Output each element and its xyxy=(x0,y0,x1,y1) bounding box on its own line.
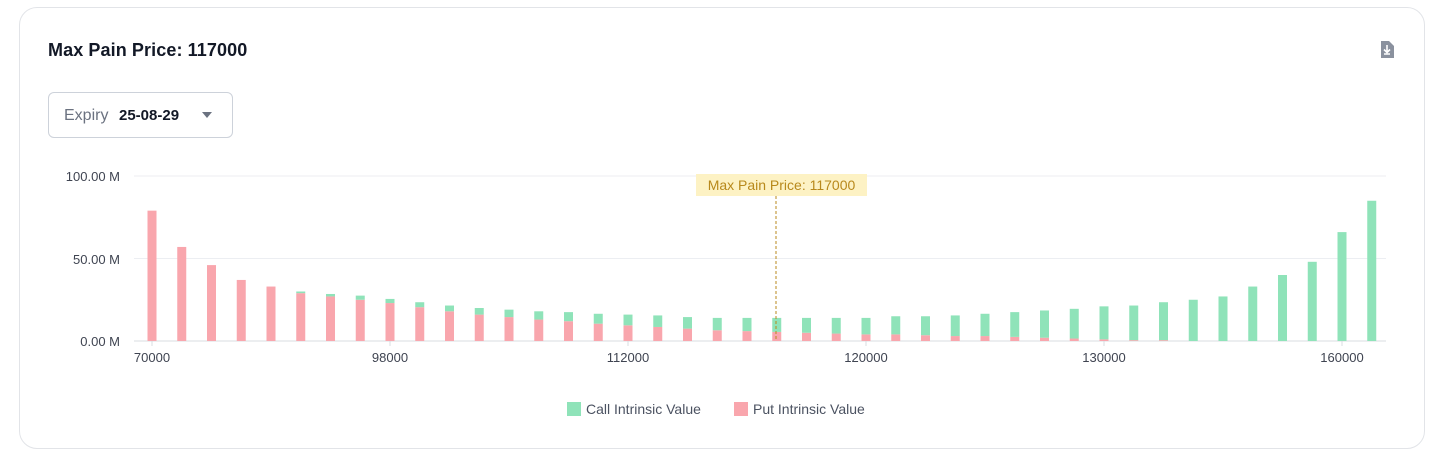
put-bar[interactable] xyxy=(653,326,663,341)
bars-group xyxy=(147,200,1377,341)
put-bar[interactable] xyxy=(1010,336,1020,341)
call-bar[interactable] xyxy=(385,298,395,304)
x-tick-label: 120000 xyxy=(844,350,887,365)
call-bar[interactable] xyxy=(742,317,752,332)
put-bar[interactable] xyxy=(147,210,157,341)
put-bar[interactable] xyxy=(742,331,752,341)
put-bar[interactable] xyxy=(1129,340,1139,341)
put-bar[interactable] xyxy=(623,325,633,341)
put-bar[interactable] xyxy=(177,246,187,341)
x-ticks-group: 70000 98000 112000 120000 130000 160000 xyxy=(134,341,1364,365)
call-bar[interactable] xyxy=(1040,310,1049,338)
put-bar[interactable] xyxy=(474,314,484,341)
put-bar[interactable] xyxy=(1159,340,1168,341)
legend-call[interactable]: Call Intrinsic Value xyxy=(586,401,701,417)
put-bar[interactable] xyxy=(266,286,276,341)
put-bar[interactable] xyxy=(504,317,514,341)
put-bar[interactable] xyxy=(802,332,811,341)
call-bar[interactable] xyxy=(1278,275,1287,341)
call-bar[interactable] xyxy=(1099,306,1109,340)
put-bar[interactable] xyxy=(950,336,960,341)
put-bar[interactable] xyxy=(415,307,425,341)
call-bar[interactable] xyxy=(980,313,990,337)
call-bar[interactable] xyxy=(474,308,484,315)
call-bar[interactable] xyxy=(1188,299,1198,341)
call-bar[interactable] xyxy=(683,317,692,329)
put-bar[interactable] xyxy=(772,331,782,341)
max-pain-marker-label-bg xyxy=(696,174,867,196)
call-bar[interactable] xyxy=(1307,261,1317,341)
put-bar[interactable] xyxy=(712,330,722,341)
call-bar[interactable] xyxy=(326,293,335,297)
put-bar[interactable] xyxy=(236,279,246,341)
expiry-value: 25-08-29 xyxy=(119,107,180,124)
put-bar[interactable] xyxy=(831,333,841,341)
put-bar[interactable] xyxy=(296,293,306,341)
call-bar[interactable] xyxy=(504,309,514,318)
put-bar[interactable] xyxy=(207,265,216,341)
call-bar[interactable] xyxy=(1010,312,1020,337)
expiry-label: Expiry xyxy=(64,107,109,124)
put-bar[interactable] xyxy=(1069,338,1079,341)
call-bar[interactable] xyxy=(1218,296,1228,341)
call-bar[interactable] xyxy=(712,317,722,331)
put-bar[interactable] xyxy=(564,321,573,341)
call-bar[interactable] xyxy=(772,317,782,332)
call-bar[interactable] xyxy=(1069,308,1079,339)
call-bar[interactable] xyxy=(1248,286,1258,341)
put-bar[interactable] xyxy=(1040,337,1049,341)
call-bar[interactable] xyxy=(593,313,603,324)
put-bar[interactable] xyxy=(683,328,692,341)
call-bar[interactable] xyxy=(623,314,633,326)
call-bar[interactable] xyxy=(950,315,960,337)
y-tick-label: 0.00 M xyxy=(80,334,120,349)
put-bar[interactable] xyxy=(861,334,871,341)
legend-swatch-put xyxy=(734,402,748,416)
call-bar[interactable] xyxy=(534,311,544,320)
put-bar[interactable] xyxy=(445,311,454,341)
call-bar[interactable] xyxy=(891,316,901,335)
x-tick-label: 98000 xyxy=(372,350,408,365)
put-bar[interactable] xyxy=(385,303,395,341)
put-bar[interactable] xyxy=(921,335,930,341)
x-tick-label: 70000 xyxy=(134,350,170,365)
chart-card xyxy=(19,7,1425,449)
call-bar[interactable] xyxy=(1159,302,1168,341)
call-bar[interactable] xyxy=(355,295,365,300)
chevron-down-icon xyxy=(202,112,212,118)
y-tick-label: 100.00 M xyxy=(66,169,120,184)
page-title: Max Pain Price: 117000 xyxy=(48,40,248,60)
call-bar[interactable] xyxy=(802,317,811,333)
call-bar[interactable] xyxy=(861,317,871,335)
download-icon[interactable] xyxy=(1380,41,1394,58)
put-bar[interactable] xyxy=(1099,339,1109,341)
expiry-select[interactable]: Expiry 25-08-29 xyxy=(48,92,233,138)
legend-swatch-call xyxy=(567,402,581,416)
call-bar[interactable] xyxy=(415,302,425,308)
call-bar[interactable] xyxy=(831,317,841,334)
call-bar[interactable] xyxy=(921,316,930,336)
x-tick-label: 130000 xyxy=(1082,350,1125,365)
call-bar[interactable] xyxy=(296,291,306,294)
put-bar[interactable] xyxy=(593,323,603,341)
max-pain-marker-label: Max Pain Price: 117000 xyxy=(708,177,856,193)
x-tick-label: 160000 xyxy=(1320,350,1363,365)
put-bar[interactable] xyxy=(891,334,901,341)
call-bar[interactable] xyxy=(564,312,573,322)
call-bar[interactable] xyxy=(1129,305,1139,341)
put-bar[interactable] xyxy=(534,319,544,341)
call-bar[interactable] xyxy=(653,315,663,327)
put-bar[interactable] xyxy=(326,296,335,341)
x-tick-label: 112000 xyxy=(607,350,649,365)
call-bar[interactable] xyxy=(445,305,454,312)
legend-put[interactable]: Put Intrinsic Value xyxy=(753,401,865,417)
call-bar[interactable] xyxy=(1367,200,1377,341)
call-bar[interactable] xyxy=(1337,232,1347,341)
y-tick-label: 50.00 M xyxy=(73,252,120,267)
put-bar[interactable] xyxy=(355,299,365,341)
put-bar[interactable] xyxy=(980,336,990,341)
